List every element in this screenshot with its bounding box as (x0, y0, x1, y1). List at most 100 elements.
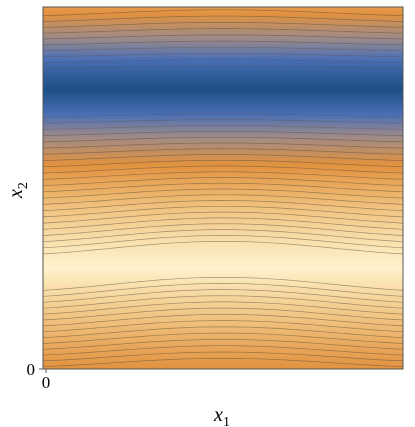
contour-band (43, 359, 403, 362)
contour-band (43, 323, 403, 326)
contour-band (43, 337, 403, 340)
contour-band (43, 179, 403, 182)
contour-band (43, 137, 403, 140)
y-tick-label: 0 (27, 360, 36, 379)
contour-band (43, 149, 403, 152)
contour-band (43, 299, 403, 302)
contour-band (43, 343, 403, 346)
contour-band (43, 183, 403, 186)
contour-band (43, 117, 403, 120)
contour-line (43, 9, 403, 17)
contour-band (43, 129, 403, 132)
contour-line (43, 205, 403, 218)
contour-band (43, 251, 403, 254)
contour-band (43, 225, 403, 228)
contour-band (43, 75, 403, 78)
contour-band (43, 185, 403, 188)
contour-band (43, 329, 403, 332)
contour-line (43, 307, 403, 321)
contour-line (43, 235, 403, 249)
contour-band (43, 347, 403, 350)
contour-band (43, 247, 403, 250)
x-tick-label: 0 (42, 373, 51, 392)
contour-band (43, 317, 403, 320)
contour-band (43, 215, 403, 218)
contour-band (43, 79, 403, 82)
contour-band (43, 89, 403, 92)
contour-line (43, 289, 403, 303)
contour-line (43, 283, 403, 297)
contour-band (43, 231, 403, 234)
contour-line (43, 136, 403, 143)
contour-line (43, 223, 403, 236)
contour-line (43, 326, 403, 338)
contour-band (43, 269, 403, 272)
contour-band (43, 303, 403, 306)
contour-band (43, 277, 403, 280)
contour-line (43, 119, 403, 124)
contour-band (43, 63, 403, 66)
contour-band (43, 67, 403, 70)
contour-band (43, 155, 403, 158)
contour-line (43, 165, 403, 174)
contour-band (43, 287, 403, 290)
contour-band (43, 305, 403, 308)
contour-band (43, 363, 403, 366)
contour-band (43, 255, 403, 258)
contour-band (43, 163, 403, 166)
contour-band (43, 7, 403, 10)
contour-band (43, 217, 403, 220)
contour-band (43, 191, 403, 194)
contour-band (43, 281, 403, 284)
contour-line (43, 159, 403, 168)
contour-line (43, 276, 403, 291)
contour-band (43, 139, 403, 142)
contour-line (43, 15, 403, 22)
contour-band (43, 133, 403, 136)
contour-line (43, 46, 403, 52)
contour-band (43, 9, 403, 12)
contour-band (43, 197, 403, 200)
contour-band (43, 345, 403, 348)
plot-frame (42, 6, 404, 370)
contour-line (43, 217, 403, 230)
y-axis-label: x2 (5, 182, 31, 199)
contour-band (43, 151, 403, 154)
contour-band (43, 259, 403, 262)
y-axis-label-main: x (5, 189, 27, 199)
contour-line (43, 339, 403, 350)
contour-line (43, 320, 403, 333)
contour-band (43, 355, 403, 358)
contour-band (43, 55, 403, 58)
contour-band (43, 203, 403, 206)
contour-band (43, 115, 403, 118)
contour-band (43, 367, 403, 369)
contour-line (43, 154, 403, 161)
contour-fill-layer (43, 7, 403, 369)
contour-line (43, 142, 403, 149)
contour-band (43, 207, 403, 210)
contour-band (43, 167, 403, 170)
contour-band (43, 213, 403, 216)
contour-band (43, 173, 403, 176)
contour-band (43, 209, 403, 212)
contour-band (43, 331, 403, 334)
contour-band (43, 219, 403, 222)
contour-band (43, 349, 403, 352)
contour-band (43, 335, 403, 338)
contour-line (43, 241, 403, 255)
contour-band (43, 327, 403, 330)
contour-band (43, 135, 403, 138)
contour-line (43, 200, 403, 211)
contour-line (43, 301, 403, 315)
contour-band (43, 341, 403, 344)
contour-band (43, 61, 403, 64)
contour-band (43, 177, 403, 180)
contour-line (43, 59, 403, 63)
contour-band (43, 195, 403, 198)
contour-band (43, 33, 403, 36)
contour-band (43, 301, 403, 304)
contour-line (43, 194, 403, 205)
contour-band (43, 31, 403, 34)
